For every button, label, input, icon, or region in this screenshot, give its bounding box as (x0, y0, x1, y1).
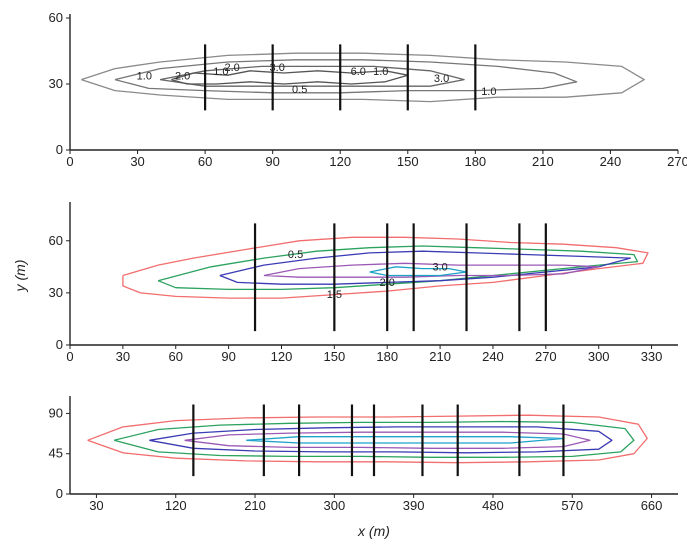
contour-label: 2.0 (380, 277, 395, 289)
x-tick-label: 90 (221, 349, 235, 364)
contour-line (369, 266, 468, 277)
contour-line (219, 250, 632, 285)
x-tick-label: 210 (532, 154, 554, 169)
x-tick-label: 210 (244, 498, 266, 513)
x-tick-label: 270 (667, 154, 687, 169)
contour-label: 3.0 (432, 261, 447, 273)
x-tick-label: 240 (600, 154, 622, 169)
contour-label: 0.5 (292, 84, 307, 96)
y-tick-label: 0 (56, 337, 63, 352)
y-tick-label: 90 (49, 405, 63, 420)
x-tick-label: 90 (265, 154, 279, 169)
x-tick-label: 210 (429, 349, 451, 364)
x-tick-label: 0 (66, 154, 73, 169)
contour-line (87, 414, 648, 464)
y-tick-label: 30 (49, 76, 63, 91)
contour-line (184, 431, 591, 449)
x-tick-label: 120 (329, 154, 351, 169)
y-tick-label: 0 (56, 142, 63, 157)
x-tick-label: 0 (66, 349, 73, 364)
contour-line (113, 420, 635, 458)
x-tick-label: 270 (535, 349, 557, 364)
x-tick-label: 150 (323, 349, 345, 364)
x-tick-label: 30 (89, 498, 103, 513)
x-tick-label: 180 (464, 154, 486, 169)
contour-line (246, 436, 565, 444)
x-tick-label: 150 (397, 154, 419, 169)
x-tick-label: 60 (169, 349, 183, 364)
x-tick-label: 300 (588, 349, 610, 364)
contour-label: 1.5 (327, 289, 342, 301)
x-tick-label: 30 (130, 154, 144, 169)
contour-label: 6.0 (351, 66, 366, 78)
contour-line (149, 426, 613, 454)
chart-panel-1: 1.0 2.0 1.02.0 3.00.56.0 1.03.01.00 30 60 90 120… (49, 10, 687, 169)
contour-label: 3.0 (270, 62, 285, 74)
x-tick-label: 240 (482, 349, 504, 364)
contour-line (263, 262, 600, 278)
contour-label: 2.0 (175, 71, 190, 83)
contour-label: 2.0 (224, 62, 239, 74)
x-axis-label: x (m) (357, 523, 390, 539)
contour-line (159, 65, 465, 87)
chart-panel-2: 0.51.52.03.00 30 60 90 120 150 180 210 240 270 300… (12, 202, 678, 364)
y-tick-label: 60 (49, 233, 63, 248)
y-axis-label: y (m) (12, 260, 28, 293)
y-tick-label: 60 (49, 10, 63, 25)
contour-label: 1.0 (213, 66, 228, 78)
x-tick-label: 120 (165, 498, 187, 513)
contour-label: 3.0 (434, 73, 449, 85)
y-tick-label: 0 (56, 486, 63, 501)
x-tick-label: 660 (641, 498, 663, 513)
contour-label: 0.5 (288, 249, 303, 261)
contour-label: 1.0 (481, 86, 496, 98)
contour-line (122, 236, 649, 299)
x-tick-label: 390 (403, 498, 425, 513)
chart-panel-3: 30 120 210 300 390 480 570 660 0 45 90 x (m) (49, 396, 678, 539)
x-tick-label: 180 (376, 349, 398, 364)
x-tick-label: 570 (561, 498, 583, 513)
contour-label: 1.0 (373, 66, 388, 78)
x-tick-label: 480 (482, 498, 504, 513)
x-tick-label: 30 (116, 349, 130, 364)
contour-line (81, 52, 645, 103)
x-tick-label: 120 (271, 349, 293, 364)
contour-label: 1.0 (137, 71, 152, 83)
x-tick-label: 60 (198, 154, 212, 169)
y-tick-label: 45 (49, 446, 63, 461)
y-tick-label: 30 (49, 285, 63, 300)
x-tick-label: 330 (641, 349, 663, 364)
x-tick-label: 300 (323, 498, 345, 513)
